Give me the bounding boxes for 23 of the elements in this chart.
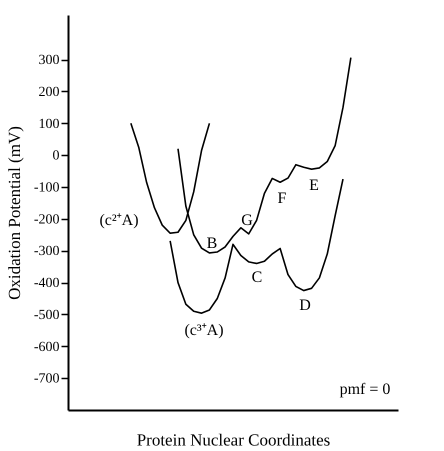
y-tick-label: -500 [34,308,60,323]
y-tick-label: 0 [52,148,60,164]
y-axis-title: Oxidation Potential (mV) [4,126,24,300]
line-series [169,178,344,314]
y-tick-label: -300 [34,244,60,260]
annotation: E [309,177,319,194]
annotation: B [206,235,218,252]
y-tick-label: -100 [34,180,60,196]
y-tick-label: -400 [34,276,60,292]
annotation: pmf = 0 [340,381,390,398]
annotation: D [299,297,311,314]
y-tick-label: 100 [38,116,60,132]
annotation: (c³⁺A) [184,322,224,339]
y-tick-label: 300 [38,53,60,68]
x-axis-title: Protein Nuclear Coordinates [136,430,330,450]
y-tick-label: -700 [34,372,60,387]
annotation: F [278,190,287,207]
y-tick-label: 200 [38,84,60,100]
annotation: G [241,212,254,229]
y-tick-label: -200 [34,212,60,228]
annotation: (c²⁺A) [99,212,139,229]
annotation: C [252,269,262,286]
y-tick-label: -600 [34,340,60,355]
